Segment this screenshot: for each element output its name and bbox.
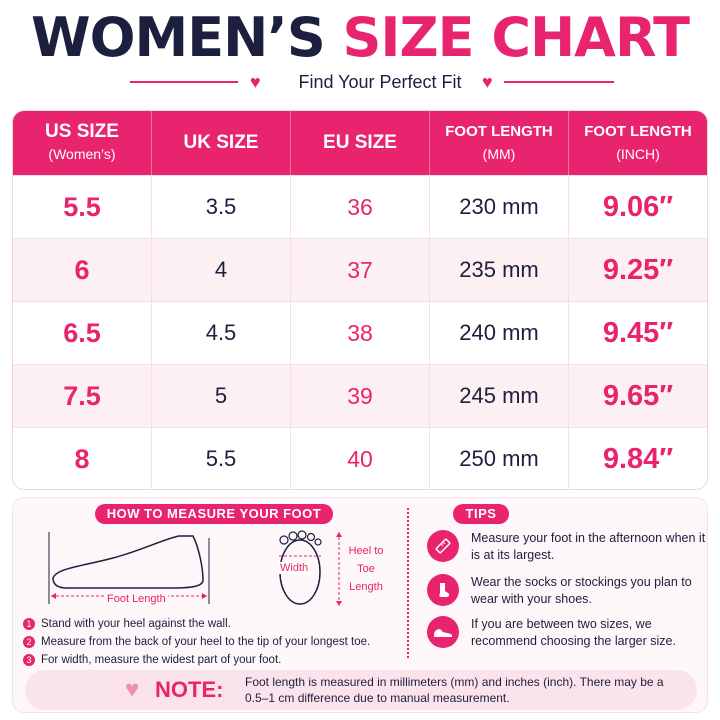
- table-row: 6.5 4.5 38 240 mm 9.45″: [13, 301, 707, 364]
- page-title: WOMEN’S SIZE CHART: [0, 6, 720, 70]
- tip-item: If you are between two sizes, we recomme…: [427, 616, 711, 650]
- cell-us-size: 6: [13, 239, 152, 301]
- subtitle-divider-left: [130, 81, 238, 83]
- cell-us-size: 7.5: [13, 365, 152, 427]
- step-text: For width, measure the widest part of yo…: [41, 654, 282, 666]
- cell-uk-size: 4: [152, 239, 291, 301]
- tips-heading: TIPS: [453, 504, 509, 524]
- header-label: FOOT LENGTH: [584, 123, 692, 140]
- info-panel: HOW TO MEASURE YOUR FOOT TIPS Foot Lengt…: [12, 497, 708, 713]
- list-item: 1 Stand with your heel against the wall.: [23, 615, 413, 633]
- header-foot-length-mm: FOOT LENGTH (MM): [430, 111, 569, 175]
- cell-us-size: 8: [13, 428, 152, 489]
- cell-foot-inch: 9.84″: [602, 442, 674, 475]
- table-row: 5.5 3.5 36 230 mm 9.06″: [13, 175, 707, 238]
- heart-icon: ♥: [125, 676, 140, 703]
- how-to-measure-heading: HOW TO MEASURE YOUR FOOT: [95, 504, 333, 524]
- cell-uk-size: 4.5: [152, 302, 291, 364]
- sock-icon: [427, 574, 459, 606]
- width-label: Width: [278, 562, 311, 574]
- step-number: 2: [23, 636, 35, 648]
- header-label: EU SIZE: [323, 132, 397, 153]
- cell-eu-size: 38: [291, 302, 430, 364]
- foot-side-view-icon: [48, 530, 342, 606]
- cell-foot-mm: 245 mm: [430, 365, 569, 427]
- header-us-size: US SIZE (Women’s): [13, 111, 152, 175]
- table-row: 6 4 37 235 mm 9.25″: [13, 238, 707, 301]
- cell-foot-mm: 240 mm: [430, 302, 569, 364]
- header-label: FOOT LENGTH: [445, 123, 553, 140]
- header-label: US SIZE: [45, 121, 119, 142]
- cell-eu-size: 36: [291, 176, 430, 238]
- section-divider: [407, 508, 409, 658]
- header-sublabel: (MM): [482, 146, 516, 162]
- note-label: NOTE:: [155, 677, 224, 702]
- ruler-icon: [427, 530, 459, 562]
- tip-text: Measure your foot in the afternoon when …: [471, 531, 706, 562]
- cell-us-size: 6.5: [13, 302, 152, 364]
- shoe-icon: [427, 616, 459, 648]
- foot-length-label: Foot Length: [105, 593, 168, 605]
- tip-item: Measure your foot in the afternoon when …: [427, 530, 711, 564]
- cell-foot-mm: 230 mm: [430, 176, 569, 238]
- step-number: 3: [23, 654, 35, 666]
- cell-eu-size: 37: [291, 239, 430, 301]
- cell-foot-inch: 9.25″: [602, 253, 674, 286]
- header-uk-size: UK SIZE: [152, 111, 291, 175]
- heel-to-toe-label: Heel to Toe Length: [348, 545, 384, 593]
- cell-uk-size: 5: [152, 365, 291, 427]
- subtitle: Find Your Perfect Fit: [298, 72, 462, 92]
- tip-item: Wear the socks or stockings you plan to …: [427, 574, 711, 608]
- cell-foot-inch: 9.06″: [602, 190, 674, 223]
- subtitle-divider-right: [504, 81, 614, 83]
- cell-us-size: 5.5: [13, 176, 152, 238]
- cell-foot-mm: 235 mm: [430, 239, 569, 301]
- size-table: US SIZE (Women’s) UK SIZE EU SIZE FOOT L…: [12, 110, 708, 490]
- tip-text: If you are between two sizes, we recomme…: [471, 617, 676, 648]
- heart-icon: ♥: [482, 72, 493, 92]
- table-row: 8 5.5 40 250 mm 9.84″: [13, 427, 707, 489]
- table-header: US SIZE (Women’s) UK SIZE EU SIZE FOOT L…: [13, 111, 707, 175]
- list-item: 2 Measure from the back of your heel to …: [23, 633, 413, 651]
- heart-icon: ♥: [250, 72, 261, 92]
- cell-eu-size: 39: [291, 365, 430, 427]
- cell-uk-size: 5.5: [152, 428, 291, 489]
- header-sublabel: (INCH): [616, 146, 660, 162]
- cell-uk-size: 3.5: [152, 176, 291, 238]
- cell-foot-mm: 250 mm: [430, 428, 569, 489]
- header-sublabel: (Women’s): [48, 146, 116, 162]
- header-eu-size: EU SIZE: [291, 111, 430, 175]
- table-row: 7.5 5 39 245 mm 9.65″: [13, 364, 707, 427]
- cell-foot-inch: 9.45″: [602, 316, 674, 349]
- measure-steps: 1 Stand with your heel against the wall.…: [23, 615, 413, 669]
- step-text: Measure from the back of your heel to th…: [41, 636, 371, 648]
- cell-foot-inch: 9.65″: [602, 379, 674, 412]
- list-item: 3 For width, measure the widest part of …: [23, 651, 413, 669]
- note-banner: ♥ NOTE: Foot length is measured in milli…: [25, 670, 697, 710]
- step-number: 1: [23, 618, 35, 630]
- title-part-womens: WOMEN’S: [31, 6, 326, 69]
- header-foot-length-inch: FOOT LENGTH (INCH): [569, 111, 707, 175]
- cell-eu-size: 40: [291, 428, 430, 489]
- subtitle-row: ♥ Find Your Perfect Fit ♥: [0, 70, 720, 94]
- title-part-size-chart: SIZE CHART: [342, 6, 690, 69]
- header-label: UK SIZE: [183, 132, 259, 153]
- step-text: Stand with your heel against the wall.: [41, 618, 231, 630]
- note-text: Foot length is measured in millimeters (…: [245, 675, 664, 705]
- tip-text: Wear the socks or stockings you plan to …: [471, 575, 692, 606]
